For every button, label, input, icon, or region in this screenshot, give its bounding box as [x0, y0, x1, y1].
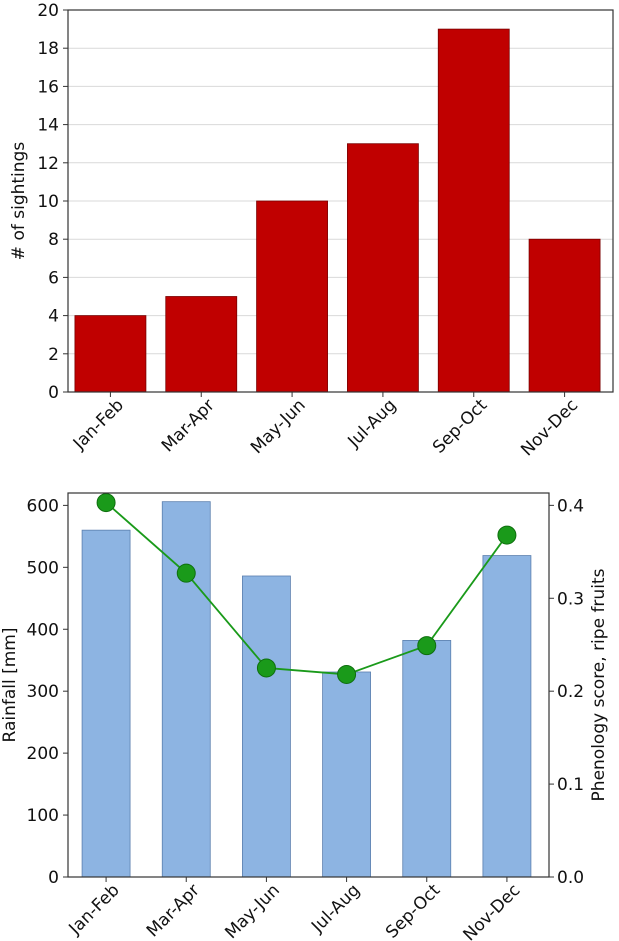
- rainfall-bar: [322, 671, 371, 878]
- sightings-y-tick-label: 4: [48, 307, 59, 327]
- rainfall-bars: [81, 501, 532, 878]
- rainfall-bar: [81, 529, 131, 878]
- sightings-x-tick-label: Nov-Dec: [517, 395, 582, 460]
- sightings-gridlines: [68, 47, 613, 355]
- sightings-y-tick-label: 10: [37, 192, 59, 212]
- sightings-x-tick-label: Mar-Apr: [158, 395, 219, 456]
- rainfall-y-tick-label: 100: [27, 806, 59, 826]
- sightings-y-tick-label: 12: [37, 154, 59, 174]
- rainfall-x-tick-label: Nov-Dec: [460, 880, 525, 941]
- phenology-point: [417, 636, 437, 656]
- phenology-point: [497, 525, 517, 545]
- rainfall-y-tick-label: 600: [27, 496, 59, 516]
- phenology-y-ticks: 0.0 0.1 0.2 0.3 0.4: [549, 496, 584, 888]
- sightings-bar: [347, 143, 419, 393]
- rainfall-y-tick-label: 200: [27, 744, 59, 764]
- phenology-y-tick-label: 0.0: [557, 868, 584, 888]
- sightings-x-tick-label: Sep-Oct: [429, 395, 491, 457]
- sightings-x-tick-label: Jul-Aug: [344, 395, 401, 452]
- sightings-x-tick-label: Jan-Feb: [69, 395, 128, 454]
- phenology-point: [176, 563, 196, 583]
- rainfall-plot-frame: [67, 492, 550, 878]
- phenology-line-series: [96, 493, 517, 684]
- rainfall-x-tick-label: Sep-Oct: [382, 880, 444, 941]
- phenology-y-axis-label: Phenology score, ripe fruits: [589, 568, 609, 801]
- rainfall-x-ticks: Jan-Feb Mar-Apr May-Jun Jul-Aug Sep-Oct Nov-D…: [65, 877, 525, 941]
- sightings-y-ticks: 0 2 4 6 8 10 12 14 16 18 20: [37, 1, 68, 403]
- phenology-y-tick-label: 0.1: [557, 775, 584, 795]
- rainfall-x-tick-label: Jul-Aug: [307, 880, 364, 937]
- rainfall-y-tick-label: 0: [48, 868, 59, 888]
- rainfall-x-tick-label: May-Jun: [221, 880, 284, 941]
- phenology-y-tick-label: 0.4: [557, 496, 584, 516]
- sightings-y-tick-label: 16: [37, 77, 59, 97]
- sightings-bar: [437, 28, 510, 393]
- sightings-y-tick-label: 18: [37, 39, 59, 59]
- rainfall-bar: [482, 555, 532, 878]
- rainfall-y-tick-label: 400: [27, 620, 59, 640]
- sightings-bar: [74, 315, 147, 393]
- sightings-x-tick-label: May-Jun: [247, 395, 310, 458]
- sightings-y-tick-label: 20: [37, 1, 59, 21]
- rainfall-phenology-chart: 0 100 200 300 400 500 600 0.0 0.1 0.2 0.3 0.4 Jan-…: [0, 492, 609, 941]
- rainfall-y-tick-label: 300: [27, 682, 59, 702]
- sightings-y-tick-label: 0: [48, 383, 59, 403]
- rainfall-y-axis-label: Rainfall [mm]: [0, 628, 20, 743]
- sightings-y-axis-label: # of sightings: [9, 142, 29, 261]
- sightings-bars: [74, 28, 601, 393]
- sightings-y-tick-label: 2: [48, 345, 59, 365]
- sightings-y-tick-label: 14: [37, 116, 59, 136]
- phenology-point: [96, 493, 116, 513]
- sightings-bar: [256, 200, 328, 393]
- sightings-x-ticks: Jan-Feb Mar-Apr May-Jun Jul-Aug Sep-Oct Nov-D…: [69, 392, 582, 460]
- phenology-point: [256, 658, 276, 678]
- rainfall-y-ticks: 0 100 200 300 400 500 600: [27, 496, 68, 888]
- sightings-y-tick-label: 6: [48, 268, 59, 288]
- phenology-point: [337, 664, 357, 684]
- rainfall-bar: [242, 575, 291, 878]
- rainfall-bar: [402, 640, 452, 878]
- sightings-bar: [165, 296, 238, 393]
- phenology-y-tick-label: 0.3: [557, 589, 584, 609]
- sightings-y-tick-label: 8: [48, 230, 59, 250]
- sightings-bar: [528, 238, 601, 393]
- rainfall-y-tick-label: 500: [27, 558, 59, 578]
- rainfall-x-tick-label: Jan-Feb: [65, 880, 124, 939]
- phenology-line: [105, 501, 508, 676]
- phenology-y-tick-label: 0.2: [557, 682, 584, 702]
- rainfall-x-tick-label: Mar-Apr: [143, 880, 204, 941]
